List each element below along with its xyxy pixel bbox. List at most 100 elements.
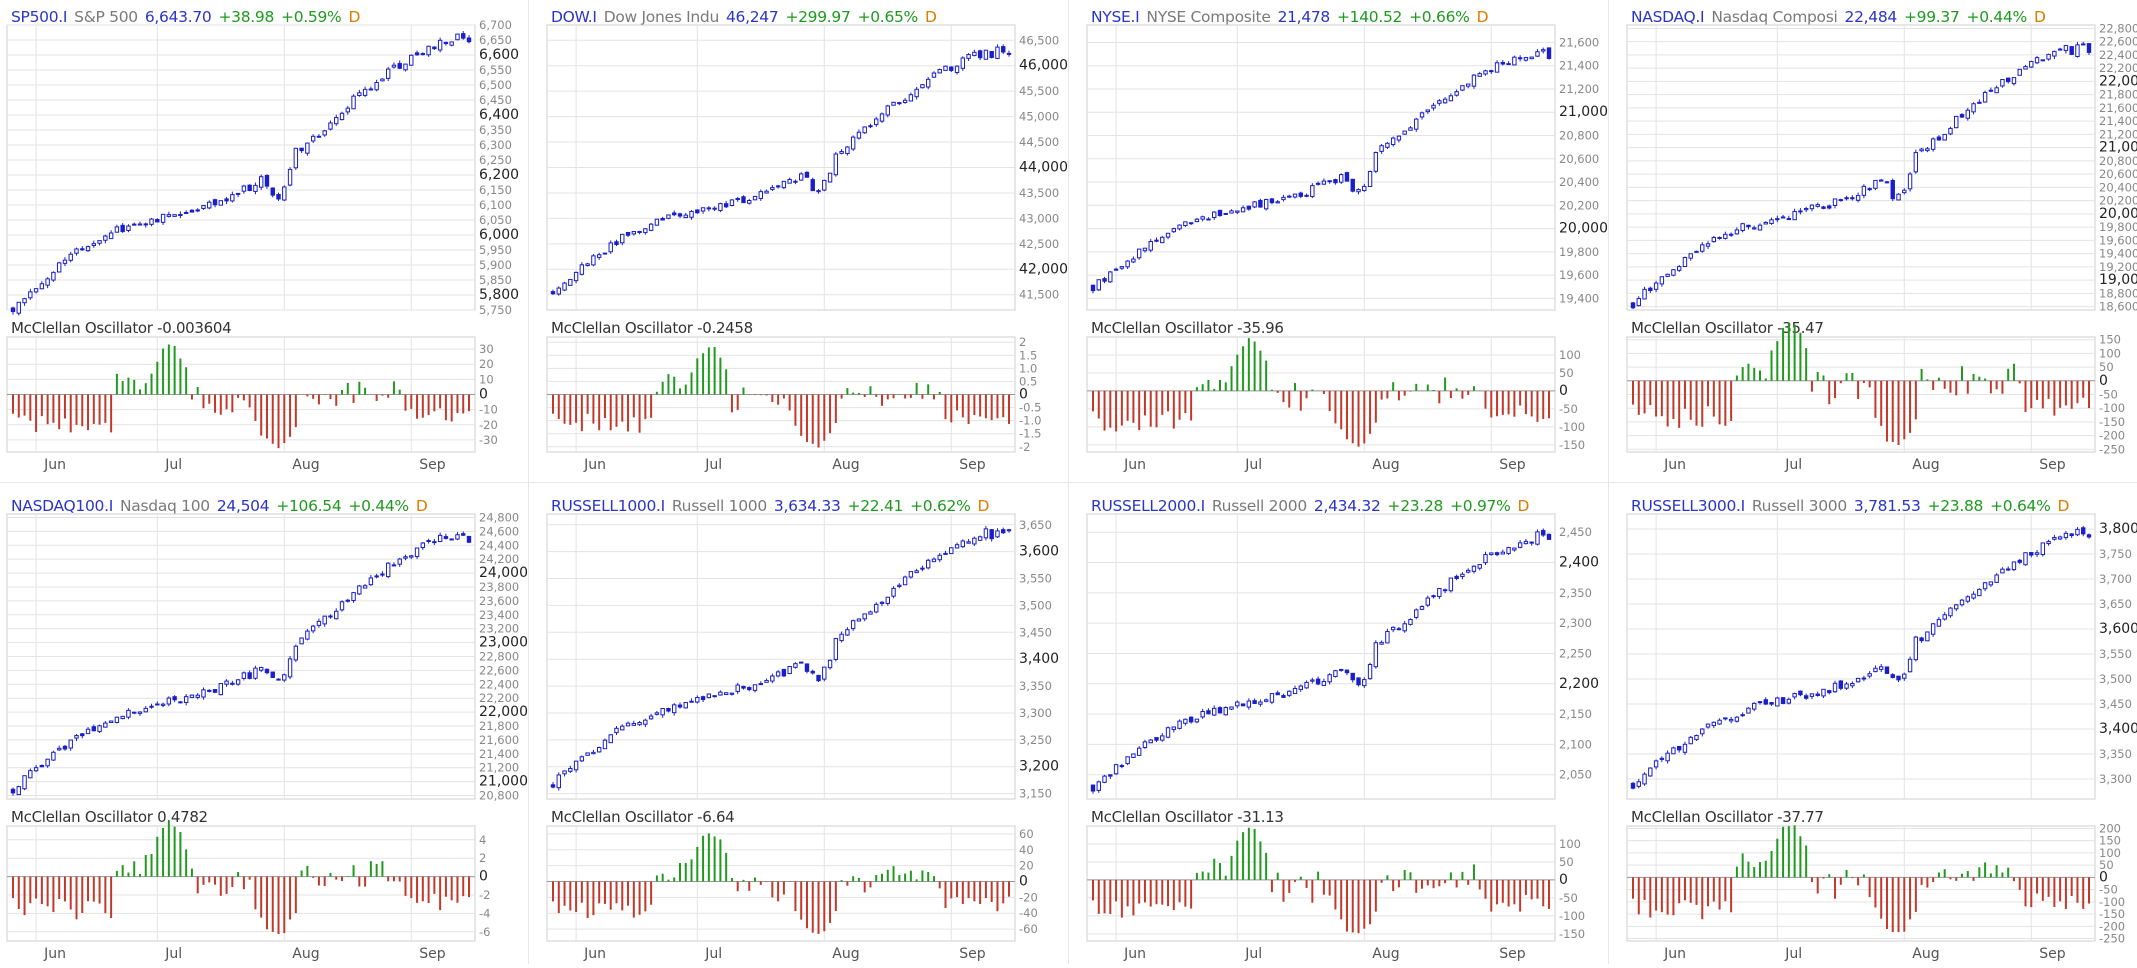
price-tick-label: 43,500 bbox=[1019, 186, 1059, 200]
candle bbox=[1873, 667, 1878, 673]
candle bbox=[1827, 690, 1832, 694]
price-tick-label: 21,000 bbox=[1559, 104, 1608, 120]
candle bbox=[22, 298, 27, 304]
candle bbox=[1263, 699, 1269, 702]
period-selector[interactable]: D bbox=[2057, 497, 2070, 515]
candle bbox=[1838, 199, 1843, 202]
symbol-link[interactable]: NYSE.I bbox=[1091, 8, 1140, 26]
period-selector[interactable]: D bbox=[977, 497, 990, 515]
symbol-link[interactable]: DOW.I bbox=[551, 8, 597, 26]
candle bbox=[1489, 70, 1494, 73]
candle bbox=[1362, 185, 1367, 191]
period-selector[interactable]: D bbox=[348, 8, 361, 26]
candle bbox=[856, 618, 862, 622]
symbol-link[interactable]: RUSSELL2000.I bbox=[1091, 497, 1205, 515]
candle bbox=[1217, 707, 1223, 714]
candle bbox=[1090, 784, 1096, 792]
candle bbox=[1815, 204, 1820, 207]
period-selector[interactable]: D bbox=[925, 8, 937, 26]
period-selector[interactable]: D bbox=[1517, 497, 1530, 515]
candle bbox=[1431, 595, 1436, 598]
instrument-name: NYSE Composite bbox=[1146, 8, 1271, 26]
chart-panel-russell2000i[interactable]: RUSSELL2000.I Russell 2000 2,434.32 +23.28 +… bbox=[1085, 494, 1608, 968]
price-tick-label: 3,300 bbox=[1019, 706, 1052, 720]
candle bbox=[672, 704, 677, 714]
candle bbox=[1102, 775, 1107, 783]
symbol-link[interactable]: SP500.I bbox=[11, 8, 68, 26]
candle bbox=[914, 88, 919, 98]
osc-tick-label: 0 bbox=[1019, 387, 1028, 403]
candle bbox=[1546, 47, 1552, 60]
price-tick-label: 2,450 bbox=[1559, 525, 1592, 539]
price-tick-label: 3,550 bbox=[2099, 647, 2132, 661]
candle bbox=[989, 51, 994, 59]
candle bbox=[1096, 279, 1101, 291]
candle bbox=[1879, 179, 1884, 182]
candle bbox=[1988, 581, 1994, 586]
candle bbox=[2046, 541, 2051, 545]
symbol-link[interactable]: NASDAQ.I bbox=[1631, 8, 1705, 26]
period-selector[interactable]: D bbox=[1476, 8, 1489, 26]
candle bbox=[1500, 61, 1506, 65]
candle bbox=[137, 711, 143, 714]
candle bbox=[1148, 241, 1153, 251]
candle bbox=[1780, 216, 1786, 219]
chart-panel-sp500i[interactable]: SP500.I S&P 500 6,643.70 +38.98 +0.59% D McCle… bbox=[5, 5, 528, 479]
candle bbox=[1971, 103, 1976, 113]
candle bbox=[2017, 559, 2022, 563]
percent-change: +0.44% bbox=[348, 497, 409, 515]
candle bbox=[1223, 707, 1228, 716]
price-tick-label: 6,350 bbox=[479, 123, 512, 137]
candle bbox=[1240, 207, 1246, 213]
symbol-link[interactable]: NASDAQ100.I bbox=[11, 497, 114, 515]
candle bbox=[276, 678, 281, 681]
candle bbox=[1919, 637, 1924, 642]
chart-panel-russell3000i[interactable]: RUSSELL3000.I Russell 3000 3,781.53 +23.88 +… bbox=[1625, 494, 2137, 968]
price-tick-label: 2,250 bbox=[1559, 646, 1592, 660]
chart-panel-nasdaq100i[interactable]: NASDAQ100.I Nasdaq 100 24,504 +106.54 +0.44%… bbox=[5, 494, 528, 968]
chart-panel-dowi[interactable]: DOW.I Dow Jones Indu 46,247 +299.97 +0.65% D M… bbox=[545, 5, 1068, 479]
candle bbox=[1246, 700, 1252, 708]
chart-panel-nasdaqi[interactable]: NASDAQ.I Nasdaq Composi 22,484 +99.37 +0.44%… bbox=[1625, 5, 2137, 479]
month-label: Sep bbox=[959, 457, 986, 473]
candle bbox=[781, 180, 787, 189]
candle bbox=[357, 92, 362, 97]
osc-tick-label: -20 bbox=[1019, 890, 1038, 904]
candle bbox=[420, 53, 426, 56]
candle bbox=[1281, 196, 1286, 201]
osc-tick-label: 20 bbox=[479, 357, 494, 371]
month-label: Sep bbox=[2039, 946, 2066, 962]
chart-header: DOW.I Dow Jones Indu 46,247 +299.97 +0.65% D bbox=[551, 7, 944, 27]
candle bbox=[775, 671, 781, 677]
chart-panel-russell1000i[interactable]: RUSSELL1000.I Russell 1000 3,634.33 +22.41 +… bbox=[545, 494, 1068, 968]
candle bbox=[1763, 221, 1768, 225]
chart-panel-nysei[interactable]: NYSE.I NYSE Composite 21,478 +140.52 +0.66% D… bbox=[1085, 5, 1608, 479]
candle bbox=[2081, 43, 2086, 46]
candle bbox=[631, 723, 637, 726]
candle bbox=[660, 708, 665, 716]
candle bbox=[752, 684, 758, 691]
candle bbox=[1310, 185, 1315, 197]
period-selector[interactable]: D bbox=[415, 497, 428, 515]
osc-tick-label: -4 bbox=[479, 906, 490, 920]
candle bbox=[114, 226, 120, 233]
oscillator-plot-frame bbox=[1086, 825, 1556, 942]
symbol-link[interactable]: RUSSELL1000.I bbox=[551, 497, 665, 515]
candle bbox=[1740, 714, 1745, 717]
candle bbox=[1700, 728, 1705, 735]
candle bbox=[1275, 201, 1280, 204]
oscillator-label: McClellan Oscillator 0.4782 bbox=[11, 808, 208, 826]
price-tick-label: 3,250 bbox=[1019, 733, 1052, 747]
osc-tick-label: -6 bbox=[479, 925, 490, 939]
candle bbox=[1994, 574, 1999, 583]
candle bbox=[1676, 745, 1682, 751]
candle bbox=[620, 233, 625, 244]
candle bbox=[437, 534, 443, 543]
candle bbox=[1235, 701, 1240, 707]
candle bbox=[983, 49, 989, 60]
candle bbox=[45, 278, 50, 286]
symbol-link[interactable]: RUSSELL3000.I bbox=[1631, 497, 1745, 515]
period-selector[interactable]: D bbox=[2033, 8, 2046, 26]
candle bbox=[1188, 222, 1194, 225]
candle bbox=[1734, 716, 1740, 722]
